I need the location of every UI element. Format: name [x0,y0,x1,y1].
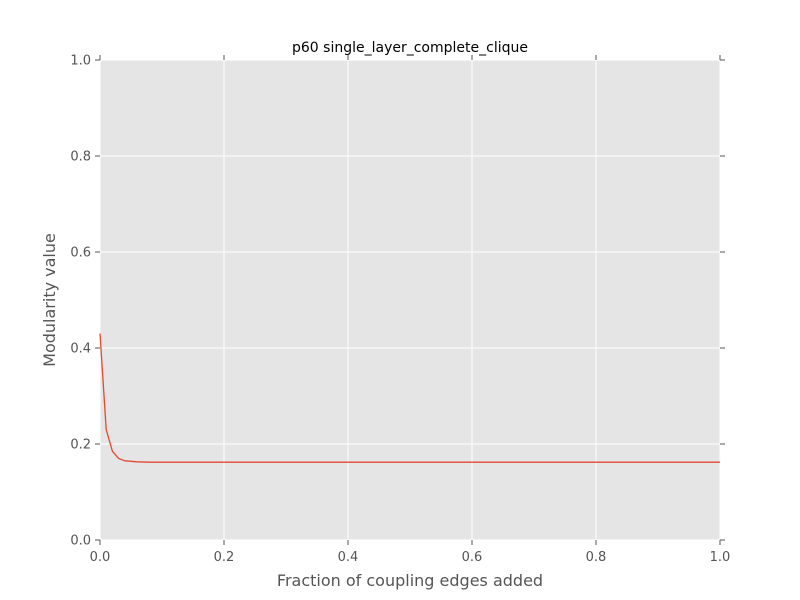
y-axis-label: Modularity value [40,233,59,367]
x-tick-label: 0.0 [90,550,111,565]
y-tick-label: 0.0 [70,534,91,549]
x-tick-label: 0.6 [462,550,483,565]
plot-area [100,60,720,540]
x-tick-label: 0.2 [214,550,235,565]
x-axis-label: Fraction of coupling edges added [277,571,543,590]
x-tick-label: 0.4 [338,550,359,565]
grid [99,59,721,541]
x-tick-label: 0.8 [586,550,607,565]
y-tick-label: 1.0 [70,54,91,69]
x-tick-label: 1.0 [710,550,731,565]
axis-ticks: 0.0 0.2 0.4 0.6 0.8 1.0 0.0 0.2 0.4 0.6 0.8 1.0 [70,54,730,566]
y-tick-label: 0.2 [70,438,91,453]
y-tick-label: 0.6 [70,246,91,261]
series-layer [99,333,720,463]
series-line [99,333,720,463]
chart-title: p60 single_layer_complete_clique [292,40,528,56]
y-tick-label: 0.8 [70,150,91,165]
y-tick-label: 0.4 [70,342,91,357]
